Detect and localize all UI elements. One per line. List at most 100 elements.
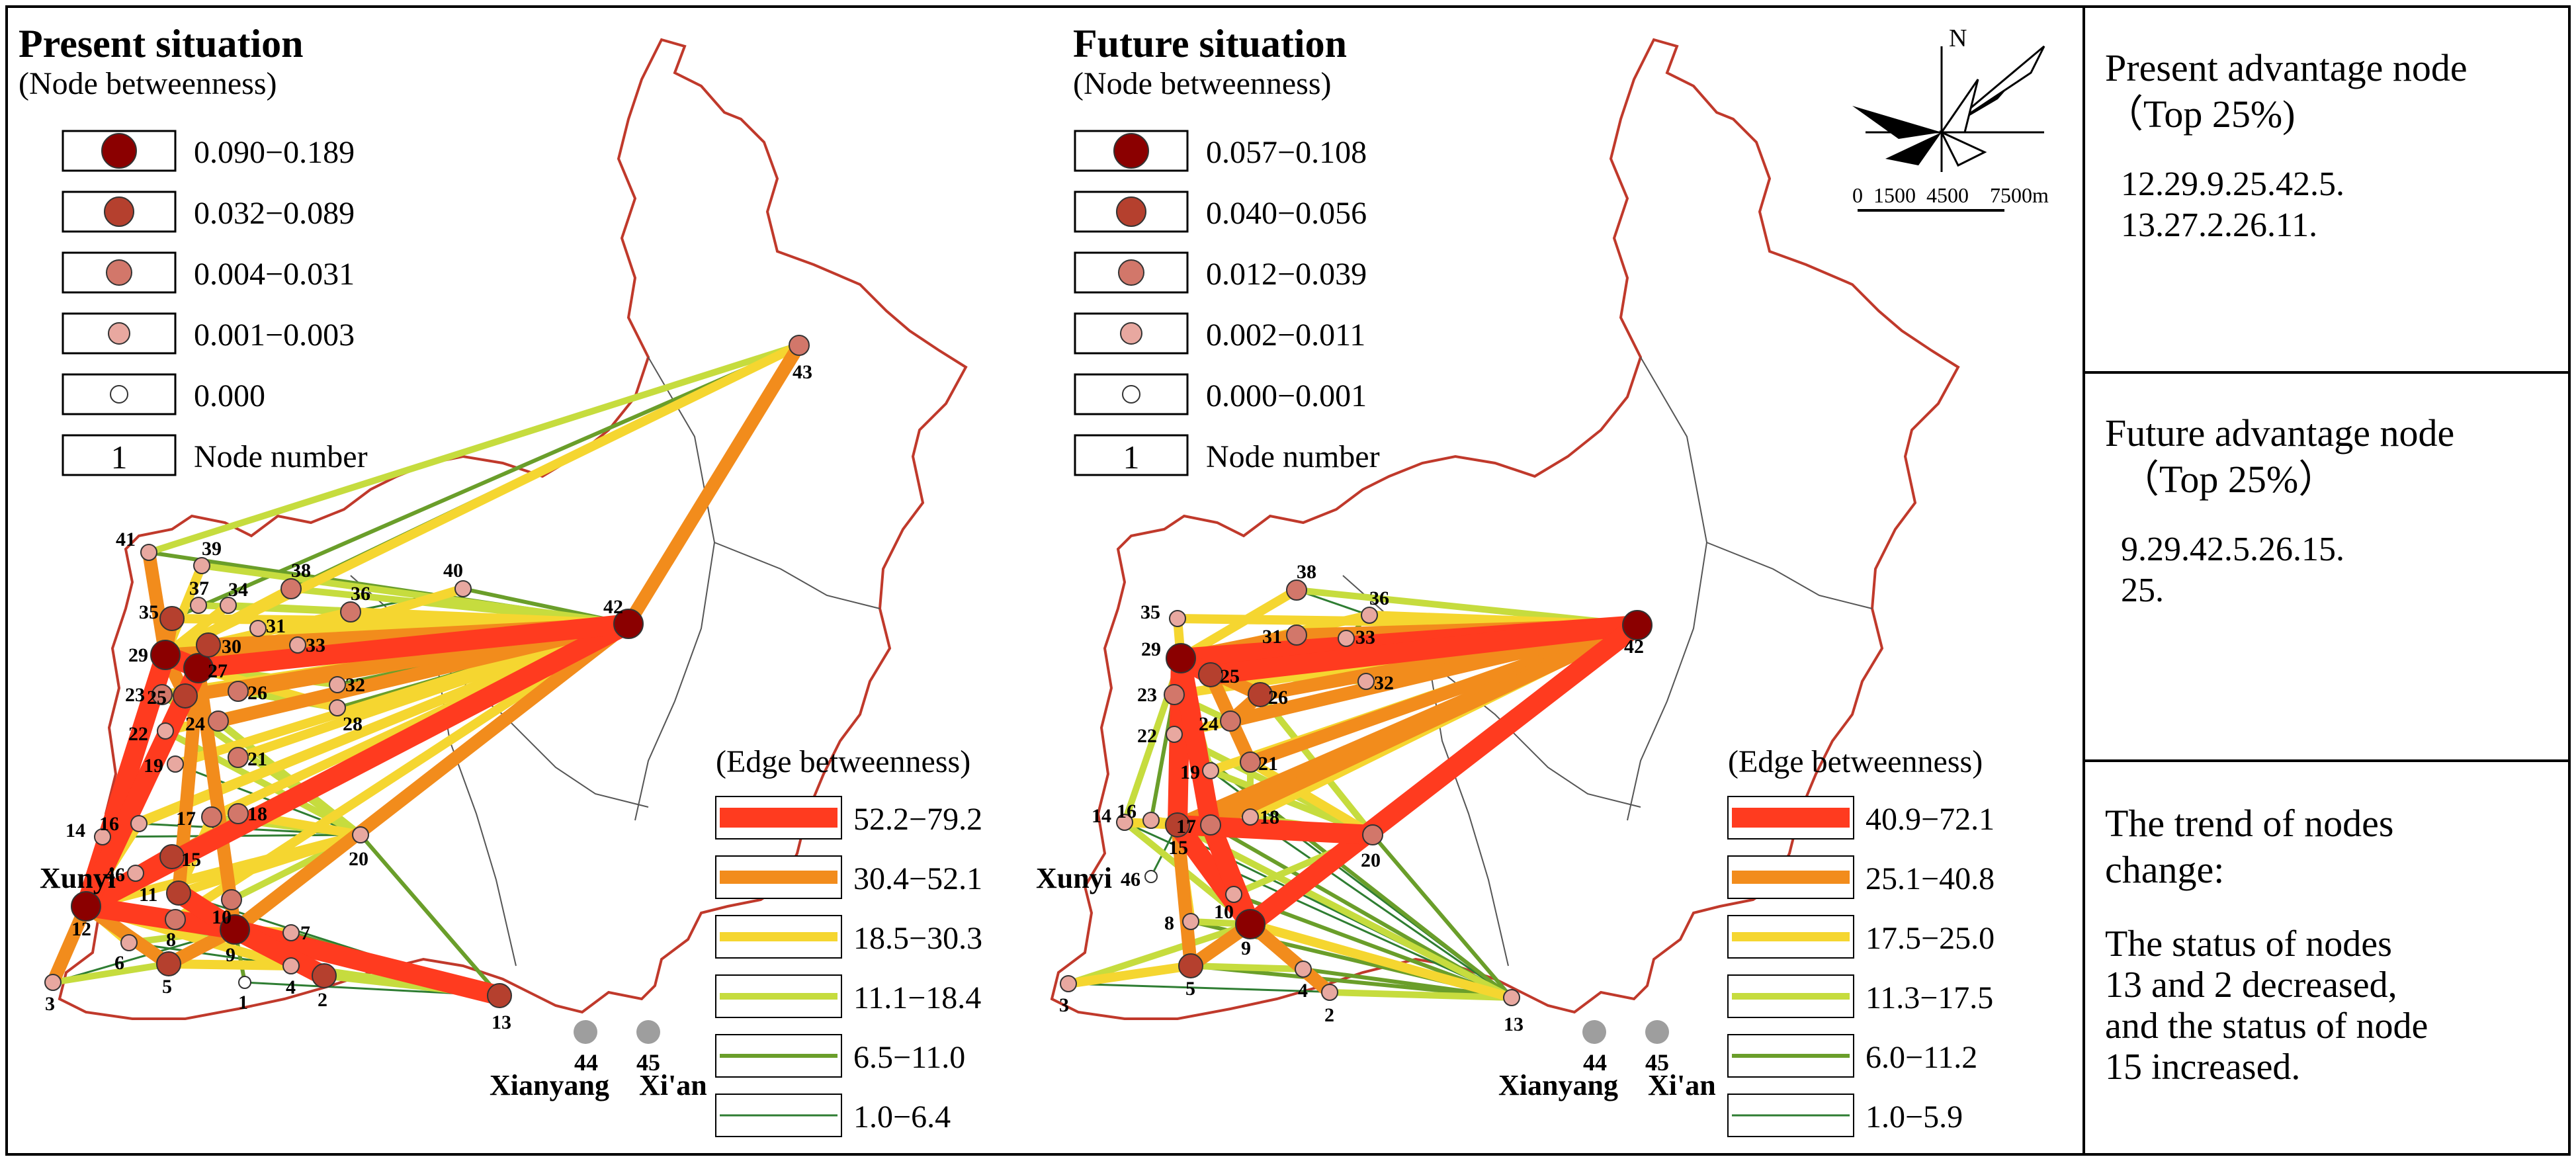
node-legend-symbol [108, 322, 130, 345]
district-boundary [714, 542, 880, 609]
network-node [1144, 870, 1158, 883]
network-node [140, 544, 157, 561]
node-number-label: 16 [1117, 800, 1137, 822]
future-edge-legend: (Edge betweenness) 40.9−72.1 25.1−40.8 17.… [1727, 744, 1995, 1137]
present-advantage-line: 13.27.2.26.11. [2121, 206, 2318, 244]
present-node-subtitle: (Node betweenness) [19, 66, 277, 101]
trend-text-line: and the status of node [2105, 1006, 2428, 1047]
node-number-label: 35 [139, 601, 159, 623]
network-edge [1171, 648, 1221, 835]
network-node [1220, 710, 1241, 732]
network-node [1242, 808, 1259, 826]
node-number-label: 2 [318, 989, 327, 1011]
node-number-label: 8 [1164, 912, 1174, 934]
node-number-label: 18 [1260, 806, 1279, 828]
present-advantage-sub: （Top 25%) [2105, 93, 2296, 136]
present-edge-subtitle: (Edge betweenness) [716, 744, 970, 779]
network-edge [198, 562, 632, 627]
network-node [1362, 824, 1383, 845]
node-number-label: 32 [345, 674, 365, 696]
node-44-label-present: 44 [574, 1049, 598, 1076]
node-number-label: 15 [1168, 837, 1188, 859]
node-number-label: 27 [208, 660, 228, 682]
network-node [1060, 975, 1077, 992]
future-node-subtitle: (Node betweenness) [1073, 66, 1332, 101]
node-legend-symbol [101, 133, 137, 169]
node-number-label: 35 [1140, 601, 1160, 623]
xian-label-present: Xi'an [639, 1069, 707, 1101]
network-node [282, 957, 300, 974]
node-number-label: 31 [266, 615, 286, 637]
node-44-present [574, 1020, 597, 1044]
xianyang-label-present: Xianyang [490, 1069, 609, 1101]
network-edge [1326, 989, 1515, 1001]
network-node [1166, 643, 1196, 673]
network-node [1503, 989, 1520, 1006]
scale-bar-label: 0 1500 4500 7500m [1852, 183, 2049, 207]
node-number-label: 11 [139, 884, 157, 906]
xianyang-label-future: Xianyang [1498, 1069, 1618, 1101]
network-node [280, 578, 302, 599]
network-edge [1171, 818, 1197, 972]
node-number-label: 29 [1141, 638, 1161, 660]
node-legend-symbol [110, 385, 128, 404]
node-44-label-future: 44 [1583, 1049, 1607, 1076]
network-node [312, 963, 337, 988]
node-legend-symbol [104, 196, 134, 227]
future-advantage-title: Future advantage node [2105, 411, 2455, 454]
edge-legend-label: 6.0−11.2 [1866, 1040, 1977, 1075]
node-number-label: 4 [286, 976, 296, 998]
compass-rose-arm [1940, 79, 1979, 134]
present-advantage-nodes: 12.29.9.25.42.5. 13.27.2.26.11. [2121, 164, 2550, 246]
xunyi-label-present: Xunyi [40, 862, 116, 894]
network-node [1286, 580, 1307, 601]
node-number-label: 38 [1297, 561, 1316, 583]
node-number-label: 37 [189, 578, 209, 599]
network-node [190, 597, 207, 614]
present-title: Present situation [19, 22, 304, 65]
node-number-label: 14 [65, 820, 85, 841]
network-edge [1064, 961, 1195, 988]
network-edge [1246, 920, 1516, 1002]
node-number-label: 23 [1137, 684, 1157, 706]
node-number-label: 33 [306, 634, 325, 656]
node-legend-label: 0.057−0.108 [1206, 135, 1367, 170]
future-advantage-panel: Future advantage node （Top 25%） 9.29.42.… [2085, 390, 2569, 611]
node-number-label: 20 [349, 848, 368, 870]
node-number-label: 3 [1059, 994, 1069, 1016]
network-edge [359, 833, 501, 998]
node-number-label: 7 [300, 922, 310, 944]
node-number-label: 14 [1092, 805, 1111, 827]
network-edge [1189, 964, 1514, 1000]
node-number-legend-label: Node number [1206, 439, 1380, 474]
node-number-label: 5 [1185, 978, 1195, 1000]
node-number-label: 25 [1220, 666, 1240, 687]
network-edge [225, 920, 509, 1006]
edge-legend-label: 11.3−17.5 [1866, 980, 1993, 1015]
node-number-label: 23 [125, 684, 145, 706]
network-edge [1187, 963, 1307, 972]
network-edge [76, 658, 208, 916]
network-node [165, 909, 186, 930]
xunyi-label-future: Xunyi [1036, 862, 1112, 894]
network-node [1295, 961, 1312, 978]
network-node [1116, 814, 1133, 831]
trend-text-line: 15 increased. [2105, 1047, 2301, 1088]
node-legend-label: 0.001−0.003 [194, 318, 355, 353]
node-legend-label: 0.000 [194, 378, 265, 413]
network-node [1166, 726, 1183, 743]
present-advantage-panel: Present advantage node （Top 25%) 12.29.9… [2085, 25, 2569, 246]
network-node [1361, 607, 1378, 624]
node-number-legend-label: Node number [194, 439, 368, 474]
node-number-label: 33 [1355, 626, 1375, 648]
network-node [151, 684, 173, 705]
node-number-label: 9 [1241, 937, 1251, 959]
network-node [454, 580, 472, 597]
network-edge [50, 961, 172, 986]
node-legend-symbol [106, 259, 132, 286]
network-node [1165, 812, 1190, 838]
edge-legend-label: 30.4−52.1 [853, 861, 982, 896]
node-number-label: 1 [238, 992, 248, 1013]
network-node [1142, 812, 1160, 829]
